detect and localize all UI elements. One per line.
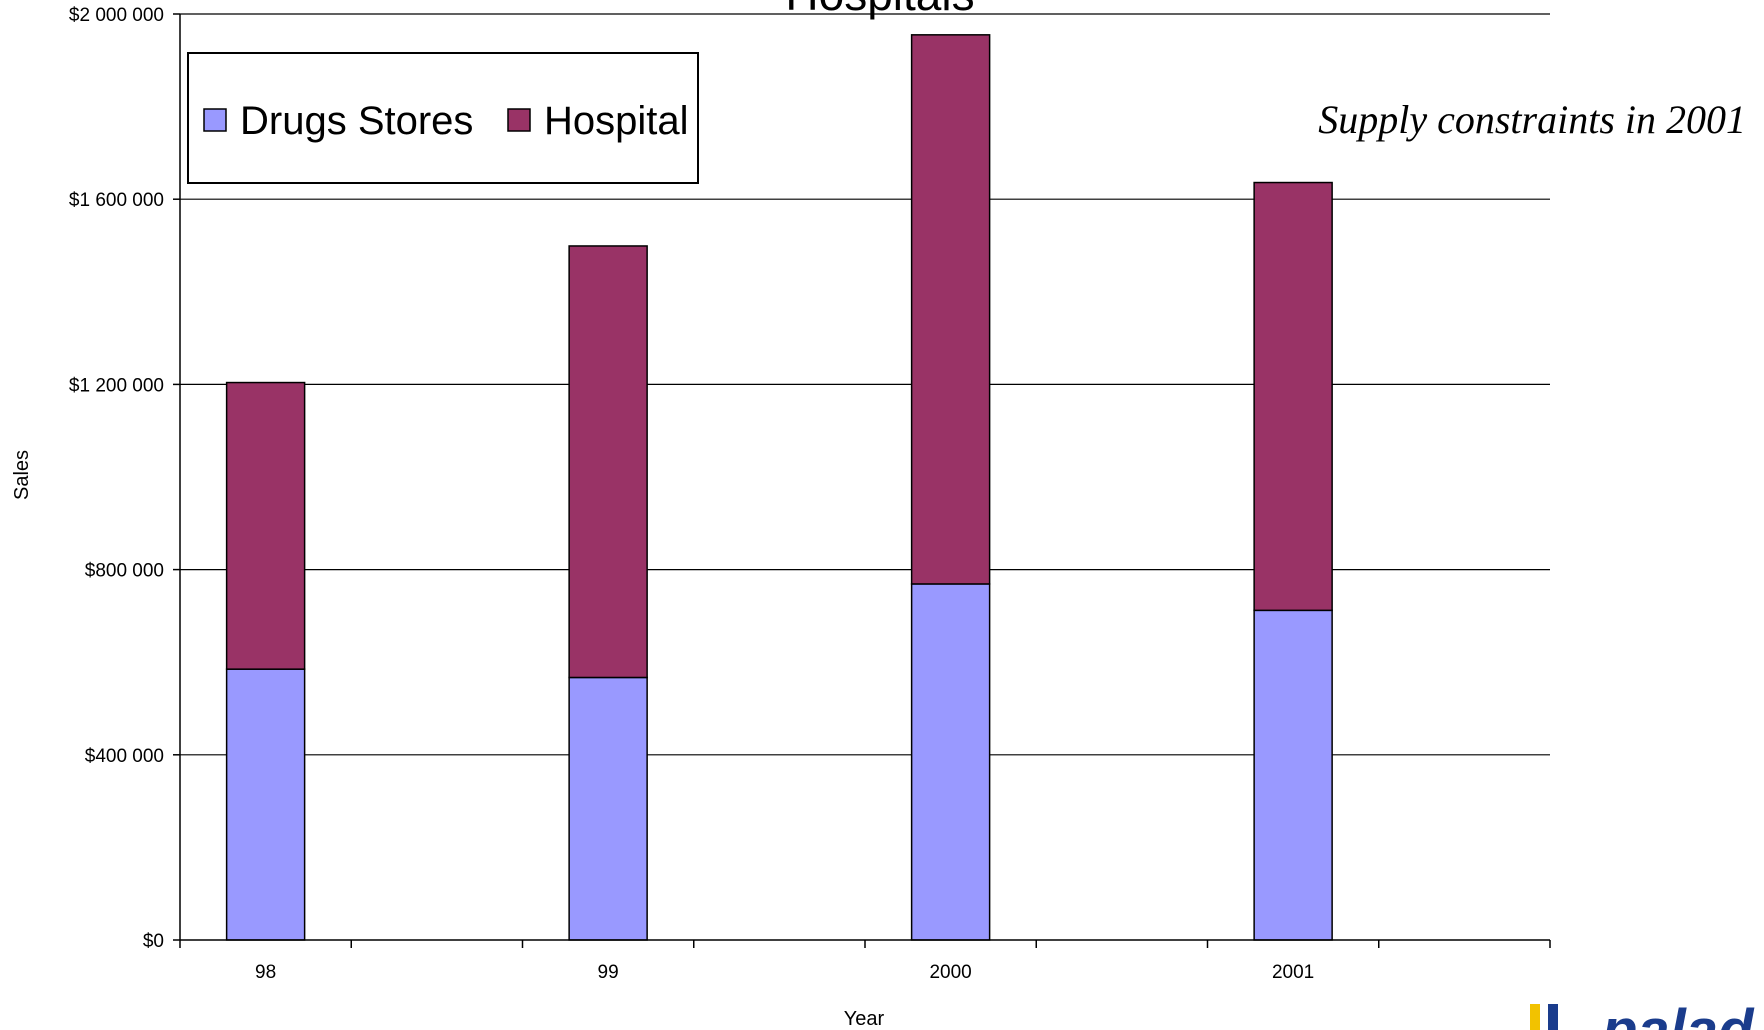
bar-drugs-stores-99 [568,676,648,941]
logo-mark-icon [1530,1004,1558,1030]
x-tick-label: 2001 [1272,962,1314,983]
y-tick-label: $1 600 000 [69,190,164,211]
legend: Drugs Stores Hospital [187,52,699,184]
y-tick-label: $400 000 [85,746,164,767]
axes [173,13,1551,948]
bar-drugs-stores-98 [225,668,306,941]
bars [225,34,1333,941]
x-tick-label: 2000 [929,962,971,983]
legend-swatch-hospital [507,108,531,132]
annotation-supply-constraints: Supply constraints in 2001 [1318,97,1746,142]
x-tick-label: 99 [598,962,619,983]
x-tick-label: 98 [255,962,276,983]
bar-drugs-stores-2001 [1253,609,1333,941]
y-axis-title: Sales [11,450,33,500]
y-tick-labels: $0 $400 000 $800 000 $1 200 000 $1 600 000 $2… [69,5,164,952]
x-axis-title: Year [844,1008,885,1030]
legend-box [187,52,699,184]
legend-label-drugs-stores: Drugs Stores [240,99,473,143]
bar-drugs-stores-2000 [910,583,991,941]
y-tick-label: $1 200 000 [69,375,164,396]
chart-title: Hospitals [785,0,974,20]
legend-swatch-drugs-stores [203,108,227,132]
y-tick-label: $800 000 [85,561,164,582]
bar-hospital-98 [225,381,306,670]
logo: palad [1530,998,1755,1030]
bar-hospital-99 [568,245,648,679]
logo-text: palad [1600,998,1755,1030]
x-tick-labels: 98 99 2000 2001 [255,962,1314,983]
bar-hospital-2000 [910,34,991,585]
y-tick-label: $2 000 000 [69,5,164,26]
bar-hospital-2001 [1253,181,1333,612]
y-tick-label: $0 [143,931,164,952]
legend-label-hospital: Hospital [544,99,689,143]
